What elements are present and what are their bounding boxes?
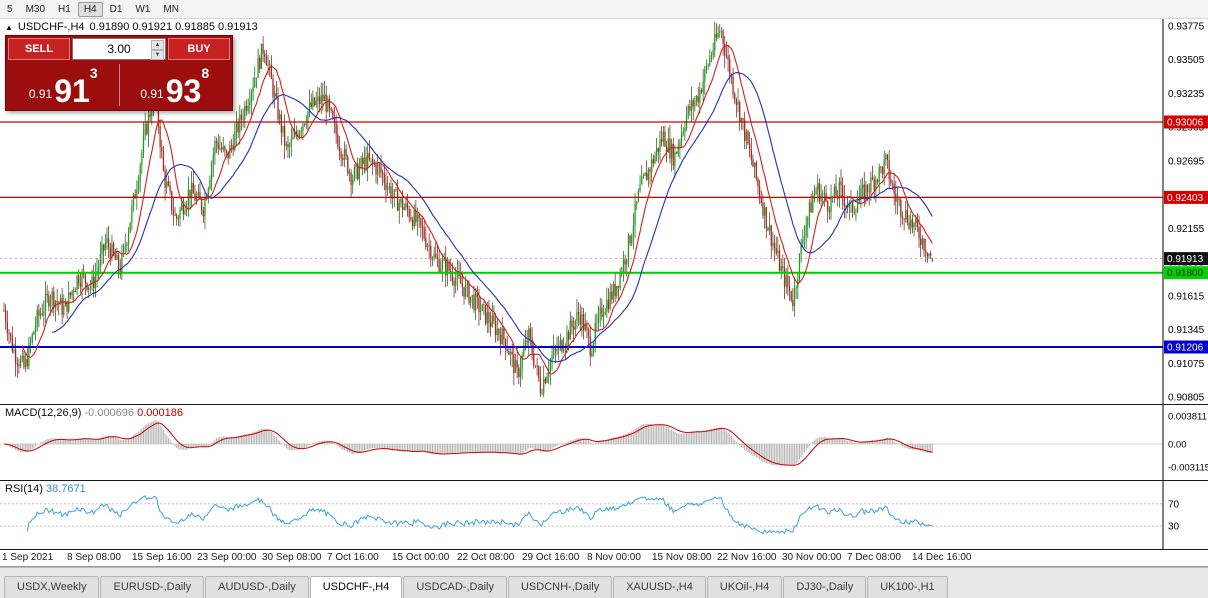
svg-text:0.90805: 0.90805	[1168, 393, 1205, 404]
svg-text:0.93505: 0.93505	[1168, 55, 1205, 66]
buy-button[interactable]: BUY	[168, 38, 230, 60]
time-axis-label: 30 Sep 08:00	[262, 552, 322, 563]
rsi-name: RSI(14)	[5, 483, 43, 495]
time-axis-label: 29 Oct 16:00	[522, 552, 580, 563]
chart-tab-dj30-daily[interactable]: DJ30-,Daily	[783, 576, 867, 598]
svg-text:0.91075: 0.91075	[1168, 359, 1205, 370]
chart-tab-audusd-daily[interactable]: AUDUSD-,Daily	[205, 576, 309, 598]
chart-tab-usdchf-h4[interactable]: USDCHF-,H4	[309, 576, 403, 598]
svg-text:0.91913: 0.91913	[1167, 254, 1204, 265]
timeframe-button-h4[interactable]: H4	[77, 1, 103, 17]
sell-price-pip-digit: 3	[89, 65, 98, 81]
time-axis-label: 1 Sep 2021	[2, 552, 54, 563]
timeframe-button-5[interactable]: 5	[1, 2, 19, 17]
time-axis[interactable]: 1 Sep 2021 8 Sep 08:00 15 Sep 16:00 23 Sep …	[0, 550, 1208, 567]
chart-tab-xauusd-h4[interactable]: XAUUSD-,H4	[613, 576, 706, 598]
svg-text:0.93006: 0.93006	[1167, 118, 1204, 129]
sell-price[interactable]: 0.91 91 3	[8, 62, 119, 108]
ohlc-values: 0.91890 0.91921 0.91885 0.91913	[89, 21, 258, 33]
volume-control[interactable]: 3.00 ▲ ▼	[72, 38, 166, 60]
sell-price-big-digits: 91	[54, 72, 90, 109]
time-axis-label: 15 Oct 00:00	[392, 552, 450, 563]
svg-text:30: 30	[1168, 522, 1180, 533]
time-axis-label: 8 Nov 00:00	[587, 552, 641, 563]
svg-text:0.91206: 0.91206	[1167, 343, 1204, 354]
chart-tab-bar: USDX,Weekly EURUSD-,Daily AUDUSD-,Daily USD…	[0, 567, 1208, 598]
time-axis-label: 7 Dec 08:00	[847, 552, 901, 563]
symbol-timeframe-label: USDCHF-,H4	[17, 21, 85, 33]
time-axis-label: 7 Oct 16:00	[327, 552, 379, 563]
macd-label: MACD(12,26,9) -0.000696 0.000186	[5, 407, 183, 419]
chart-window: 0.937750.935050.932350.929650.926950.924…	[0, 19, 1208, 567]
time-axis-label: 15 Sep 16:00	[132, 552, 192, 563]
sell-button[interactable]: SELL	[8, 38, 70, 60]
rsi-indicator-pane[interactable]: 70 30	[0, 481, 1208, 550]
timeframe-button-h1[interactable]: H1	[52, 2, 77, 17]
volume-up-button[interactable]: ▲	[151, 40, 164, 50]
time-axis-label: 22 Nov 16:00	[717, 552, 777, 563]
trade-panel-divider	[118, 64, 120, 106]
chart-title: ▲ USDCHF-,H4 0.91890 0.91921 0.91885 0.9…	[5, 21, 258, 33]
time-axis-label: 8 Sep 08:00	[67, 552, 121, 563]
volume-value[interactable]: 3.00	[107, 42, 131, 56]
chart-tab-usdcnh-daily[interactable]: USDCNH-,Daily	[507, 576, 613, 598]
buy-price-pip-digit: 8	[201, 65, 210, 81]
macd-name: MACD(12,26,9)	[5, 407, 82, 419]
timeframe-button-w1[interactable]: W1	[129, 2, 156, 17]
macd-indicator-pane[interactable]: 0.003811 0.00 -0.003115	[0, 405, 1208, 481]
buy-price-big-digits: 93	[165, 72, 202, 109]
svg-text:0.92695: 0.92695	[1168, 156, 1205, 167]
time-axis-label: 15 Nov 08:00	[652, 552, 712, 563]
timeframe-button-mn[interactable]: MN	[157, 2, 185, 17]
svg-text:0.003811: 0.003811	[1168, 412, 1207, 423]
time-axis-label: 14 Dec 16:00	[912, 552, 972, 563]
chart-tab-uk100-h1[interactable]: UK100-,H1	[867, 576, 948, 598]
chart-tab-usdcad-daily[interactable]: USDCAD-,Daily	[403, 576, 507, 598]
svg-text:0.93775: 0.93775	[1168, 21, 1205, 32]
timeframe-button-d1[interactable]: D1	[104, 2, 129, 17]
volume-spinner: ▲ ▼	[151, 40, 164, 60]
svg-text:0.91345: 0.91345	[1168, 325, 1205, 336]
time-axis-label: 30 Nov 00:00	[782, 552, 842, 563]
svg-text:0.91615: 0.91615	[1168, 291, 1205, 302]
macd-main-value: -0.000696	[84, 407, 135, 419]
rsi-label: RSI(14) 38.7671	[5, 483, 86, 495]
chart-tab-ukoil-h4[interactable]: UKOil-,H4	[706, 576, 783, 598]
svg-text:0.91800: 0.91800	[1167, 268, 1204, 279]
time-axis-label: 22 Oct 08:00	[457, 552, 515, 563]
svg-text:0.00: 0.00	[1168, 440, 1187, 451]
buy-price[interactable]: 0.91 93 8	[120, 62, 231, 108]
buy-price-prefix: 0.91	[140, 87, 164, 101]
svg-text:0.92403: 0.92403	[1167, 193, 1204, 204]
sell-price-prefix: 0.91	[28, 87, 53, 101]
timeframe-button-m30[interactable]: M30	[20, 2, 51, 17]
time-axis-label: 23 Sep 00:00	[197, 552, 257, 563]
chart-tab-usdx-weekly[interactable]: USDX,Weekly	[4, 576, 100, 598]
svg-text:0.92155: 0.92155	[1168, 224, 1205, 235]
macd-signal-value: 0.000186	[137, 407, 183, 419]
svg-text:70: 70	[1168, 499, 1180, 510]
volume-down-button[interactable]: ▼	[151, 50, 164, 60]
one-click-trade-panel: SELL 3.00 ▲ ▼ BUY 0.91 91 3 0.91 93 8	[5, 35, 233, 111]
trade-panel-toggle-icon[interactable]: ▲	[5, 22, 13, 32]
timeframe-toolbar: 5 M30 H1 H4 D1 W1 MN	[0, 0, 1208, 19]
svg-text:-0.003115: -0.003115	[1168, 462, 1208, 473]
svg-text:0.93235: 0.93235	[1168, 89, 1205, 100]
rsi-value: 38.7671	[45, 483, 86, 495]
chart-tab-eurusd-daily[interactable]: EURUSD-,Daily	[100, 576, 205, 598]
